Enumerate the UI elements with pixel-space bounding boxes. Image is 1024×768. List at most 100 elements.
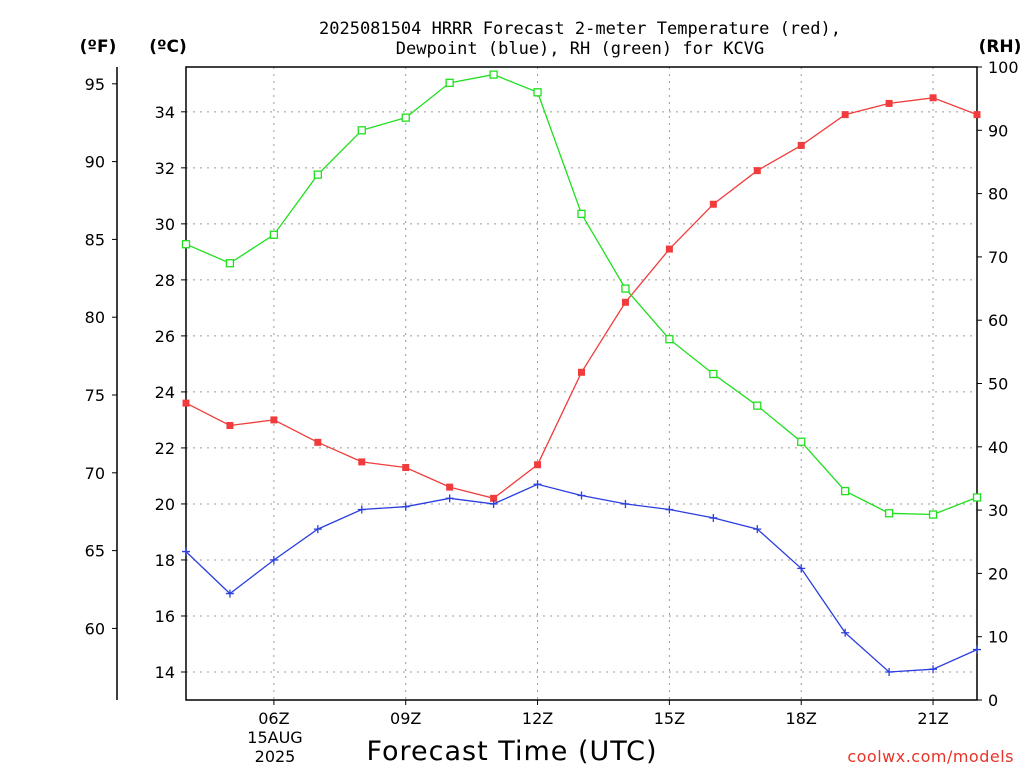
rh-tick-label: 70 <box>988 248 1008 267</box>
temperature-point <box>446 483 454 491</box>
rh-point <box>269 230 279 239</box>
dewpoint-point <box>577 491 586 500</box>
fahrenheit-tick-label: 60 <box>85 619 105 638</box>
dewpoint-point <box>841 628 850 637</box>
temperature-point <box>182 399 190 407</box>
temperature-point <box>270 416 278 424</box>
x-tick-label: 09Z <box>390 709 421 728</box>
rh-tick-label: 10 <box>988 628 1008 647</box>
temperature-point <box>841 111 849 119</box>
dewpoint-point <box>313 525 322 534</box>
rh-point <box>841 486 850 496</box>
rh-tick-label: 0 <box>988 691 998 710</box>
temperature-point <box>226 422 234 430</box>
rh-point <box>665 335 674 344</box>
temperature-point <box>929 94 937 102</box>
rh-point <box>181 240 191 249</box>
dewpoint-point <box>665 505 674 514</box>
rh-tick-label: 80 <box>988 185 1008 204</box>
tick-labels: 14 16 18 20 22 24 26 28 30 32 34 60 65 70 75 80 85 90 95 0 1… <box>85 58 1019 728</box>
dewpoint-point <box>973 645 981 654</box>
temperature-point <box>534 461 542 469</box>
x-tick-label: 12Z <box>522 709 553 728</box>
dewpoint-point <box>401 502 410 511</box>
fahrenheit-axis-unit: (ºF) <box>80 37 117 57</box>
fahrenheit-tick-label: 95 <box>85 75 105 94</box>
temperature-line <box>185 97 978 500</box>
rh-point <box>621 284 630 293</box>
temperature-point <box>753 167 761 175</box>
dewpoint-point <box>489 499 498 508</box>
chart-subtitle: Dewpoint (blue), RH (green) for KCVG <box>396 39 764 59</box>
dewpoint-point <box>621 499 630 508</box>
rh-tick-label: 60 <box>988 311 1008 330</box>
dewpoint-point <box>533 480 542 489</box>
rh-series <box>181 70 982 519</box>
temperature-series <box>182 94 981 502</box>
fahrenheit-tick-label: 70 <box>85 464 105 483</box>
rh-point <box>972 493 982 502</box>
celsius-tick-label: 16 <box>155 607 175 626</box>
celsius-tick-label: 28 <box>155 271 175 290</box>
temperature-point <box>709 200 717 208</box>
temperature-point <box>490 494 498 502</box>
dewpoint-point <box>885 667 894 676</box>
dewpoint-point <box>445 494 454 503</box>
rh-point <box>445 78 454 87</box>
axes <box>116 66 978 701</box>
dewpoint-point <box>709 513 718 522</box>
rh-point <box>533 88 542 97</box>
date-label-year: 2025 <box>255 747 296 766</box>
dewpoint-series <box>182 480 981 676</box>
rh-point <box>753 401 762 410</box>
rh-tick-label: 40 <box>988 438 1008 457</box>
dewpoint-line <box>185 483 978 673</box>
celsius-tick-label: 14 <box>155 663 175 682</box>
fahrenheit-tick-label: 75 <box>85 386 105 405</box>
temperature-point <box>797 141 805 149</box>
celsius-tick-label: 18 <box>155 551 175 570</box>
fahrenheit-tick-label: 85 <box>85 230 105 249</box>
dewpoint-point <box>269 555 278 564</box>
rh-tick-label: 50 <box>988 375 1008 394</box>
rh-point <box>225 259 235 268</box>
celsius-tick-label: 34 <box>155 103 175 122</box>
celsius-tick-label: 30 <box>155 215 175 234</box>
rh-axis-unit: (RH) <box>979 37 1022 57</box>
rh-point <box>884 509 894 518</box>
x-tick-label: 18Z <box>786 709 817 728</box>
rh-point <box>401 113 410 122</box>
temperature-point <box>358 458 366 466</box>
rh-tick-label: 90 <box>988 121 1008 140</box>
x-axis-title: Forecast Time (UTC) <box>366 736 657 767</box>
temperature-point <box>973 111 981 119</box>
rh-tick-label: 100 <box>988 58 1019 77</box>
temperature-point <box>621 298 629 306</box>
x-tick-label: 15Z <box>654 709 685 728</box>
celsius-tick-label: 32 <box>155 159 175 178</box>
grid-lines <box>186 67 977 700</box>
dewpoint-point <box>797 564 806 573</box>
celsius-tick-label: 24 <box>155 383 175 402</box>
rh-tick-label: 30 <box>988 501 1008 520</box>
dewpoint-point <box>753 525 762 534</box>
fahrenheit-tick-label: 80 <box>85 308 105 327</box>
rh-point <box>928 510 938 519</box>
temperature-point <box>402 464 410 472</box>
rh-tick-label: 20 <box>988 564 1008 583</box>
temperature-point <box>885 99 893 107</box>
temperature-point <box>578 368 585 376</box>
credit-text: coolwx.com/models <box>847 747 1014 766</box>
rh-point <box>489 70 498 79</box>
temperature-point <box>665 245 673 253</box>
date-label-day: 15AUG <box>247 728 302 747</box>
rh-point <box>357 126 366 135</box>
dewpoint-point <box>225 589 234 598</box>
rh-point <box>313 170 322 179</box>
dewpoint-point <box>182 547 190 556</box>
rh-point <box>797 437 806 446</box>
fahrenheit-tick-label: 90 <box>85 153 105 172</box>
chart-title: 2025081504 HRRR Forecast 2-meter Tempera… <box>319 19 841 39</box>
dewpoint-point <box>357 505 366 514</box>
